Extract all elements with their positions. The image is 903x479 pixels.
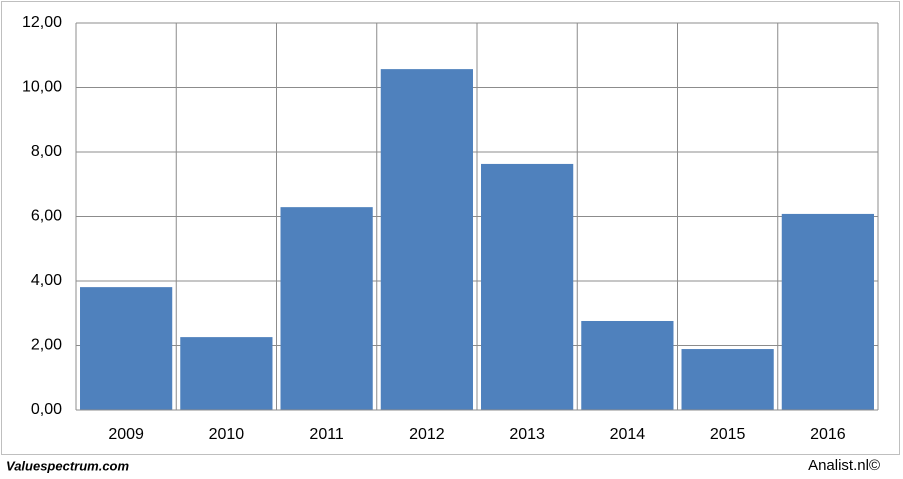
x-tick-label: 2014 <box>610 426 646 443</box>
bar <box>280 207 373 410</box>
y-tick-label: 6,00 <box>31 208 62 225</box>
y-tick-label: 4,00 <box>31 272 62 289</box>
bar <box>781 213 874 410</box>
x-tick-label: 2013 <box>509 426 545 443</box>
x-tick-label: 2009 <box>108 426 144 443</box>
source-right: Analist.nl© <box>808 457 880 474</box>
x-tick-label: 2012 <box>409 426 445 443</box>
bar <box>581 320 674 410</box>
y-tick-label: 10,00 <box>22 79 62 96</box>
x-tick-label: 2016 <box>810 426 846 443</box>
x-tick-label: 2010 <box>209 426 245 443</box>
source-left: Valuespectrum.com <box>6 458 130 473</box>
y-tick-label: 12,00 <box>22 14 62 31</box>
x-tick-label: 2015 <box>710 426 746 443</box>
y-tick-label: 8,00 <box>31 143 62 160</box>
bar <box>481 163 574 410</box>
y-tick-label: 2,00 <box>31 337 62 354</box>
y-tick-label: 0,00 <box>31 401 62 418</box>
bar <box>80 287 173 410</box>
bar <box>681 349 774 410</box>
bar <box>380 69 473 411</box>
bar <box>180 337 273 410</box>
x-tick-label: 2011 <box>309 426 344 443</box>
